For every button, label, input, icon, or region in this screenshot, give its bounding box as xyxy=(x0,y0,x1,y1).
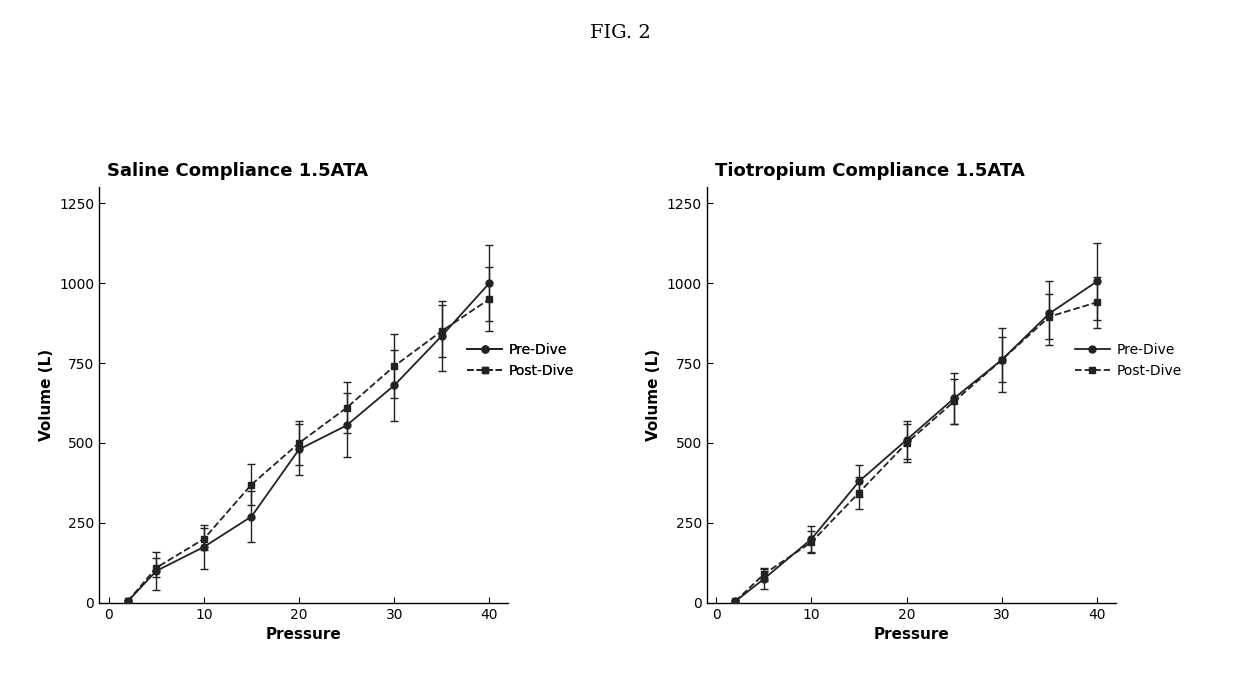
X-axis label: Pressure: Pressure xyxy=(873,627,950,642)
Y-axis label: Volume (L): Volume (L) xyxy=(646,349,661,441)
Y-axis label: Volume (L): Volume (L) xyxy=(38,349,53,441)
Text: Tiotropium Compliance 1.5ATA: Tiotropium Compliance 1.5ATA xyxy=(715,162,1024,180)
Legend: Pre-Dive, Post-Dive: Pre-Dive, Post-Dive xyxy=(1069,337,1188,383)
X-axis label: Pressure: Pressure xyxy=(265,627,342,642)
Legend: Pre-Dive, Post-Dive: Pre-Dive, Post-Dive xyxy=(461,337,580,383)
Text: FIG. 2: FIG. 2 xyxy=(590,24,650,42)
Text: Saline Compliance 1.5ATA: Saline Compliance 1.5ATA xyxy=(108,162,368,180)
